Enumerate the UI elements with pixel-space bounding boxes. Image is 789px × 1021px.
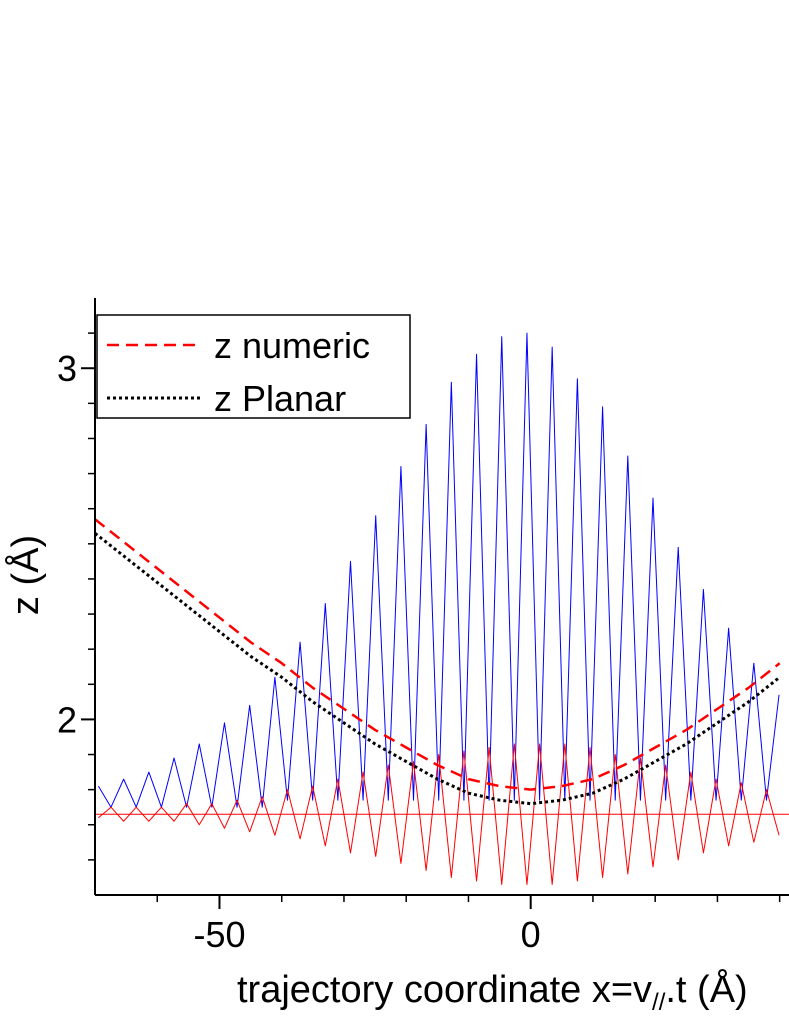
legend-box [96,314,411,419]
legend-label: z Planar [214,378,346,419]
x-axis-label: trajectory coordinate x=v//.t (Å) [237,967,748,1016]
legend: z numeric z Planar [96,314,411,419]
x-axis-label-main: trajectory coordinate x=v [237,969,652,1011]
y-tick-label: 2 [57,699,77,740]
series-line [98,743,780,885]
series-line [95,532,781,806]
y-axis-label: z (Å) [3,535,47,615]
series-line [97,332,780,808]
plot-area [95,332,789,885]
x-axis-label-end: .t (Å) [665,967,747,1011]
legend-label: z numeric [214,325,370,366]
y-tick-label: 3 [57,348,77,389]
x-axis-label-sub: // [652,989,666,1016]
series-line [95,518,781,791]
x-tick-label: -50 [193,914,245,955]
x-tick-label: 0 [521,914,541,955]
